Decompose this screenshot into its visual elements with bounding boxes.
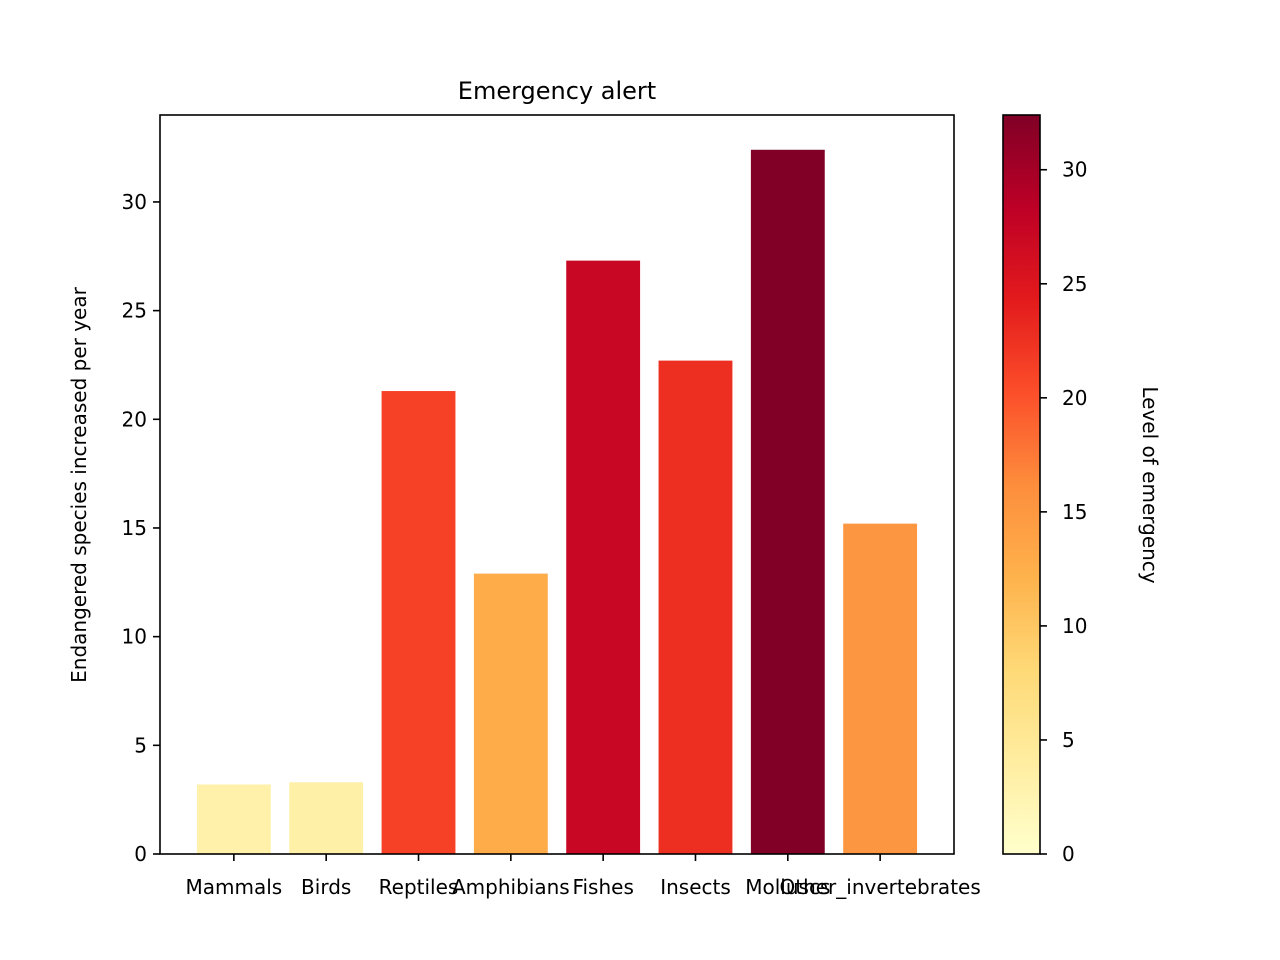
colorbar-tick-label: 25 (1062, 272, 1087, 296)
bar-molluscs (750, 149, 825, 854)
x-tick-label: Amphibians (452, 875, 570, 899)
colorbar-tick-label: 5 (1062, 728, 1075, 752)
colorbar-gradient (1002, 114, 1041, 855)
bar-mammals (196, 784, 271, 854)
x-tick-label: Birds (301, 875, 351, 899)
bar-fishes (566, 260, 641, 854)
y-axis-label: Endangered species increased per year (67, 286, 91, 682)
y-tick-label: 5 (134, 733, 147, 757)
y-axis: 0 5 10 15 20 25 30 (122, 190, 160, 866)
x-tick-label: Mammals (186, 875, 283, 899)
x-tick-label: Insects (660, 875, 731, 899)
colorbar-tick-label: 20 (1062, 386, 1087, 410)
colorbar-tick-label: 15 (1062, 500, 1087, 524)
x-tick-label: Fishes (572, 875, 633, 899)
plot-area-frame (159, 114, 955, 855)
bar-insects (658, 360, 733, 854)
bar-birds (289, 782, 364, 854)
x-tick-label: Molluscs (745, 875, 830, 899)
y-tick-label: 20 (122, 407, 147, 431)
x-tick-label: Other_invertebrates (779, 875, 980, 899)
colorbar-label: Level of emergency (1138, 386, 1162, 583)
y-tick-label: 0 (134, 842, 147, 866)
colorbar-ticks: 0 5 10 15 20 25 30 (1040, 158, 1087, 866)
bar-amphibians (473, 573, 548, 854)
y-tick-label: 30 (122, 190, 147, 214)
colorbar-tick-label: 30 (1062, 158, 1087, 182)
y-tick-label: 15 (122, 516, 147, 540)
colorbar-tick-label: 10 (1062, 614, 1087, 638)
bars-layer (196, 149, 918, 854)
bar-reptiles (381, 391, 456, 854)
y-tick-label: 25 (122, 299, 147, 323)
chart-title: Emergency alert (458, 77, 656, 105)
bar-other-invertebrates (843, 523, 918, 854)
colorbar: 0 5 10 15 20 25 30 Level of emergency (1002, 114, 1162, 866)
y-tick-label: 10 (122, 625, 147, 649)
colorbar-tick-label: 0 (1062, 842, 1075, 866)
x-tick-label: Reptiles (379, 875, 459, 899)
